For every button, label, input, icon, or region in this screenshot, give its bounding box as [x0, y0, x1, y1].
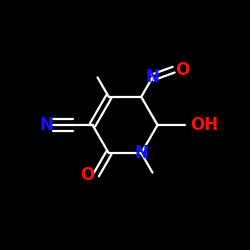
Text: N: N — [134, 144, 148, 162]
Text: N: N — [146, 68, 160, 86]
Text: O: O — [80, 166, 94, 184]
Text: OH: OH — [190, 116, 218, 134]
Text: O: O — [175, 61, 190, 79]
Text: N: N — [39, 116, 53, 134]
